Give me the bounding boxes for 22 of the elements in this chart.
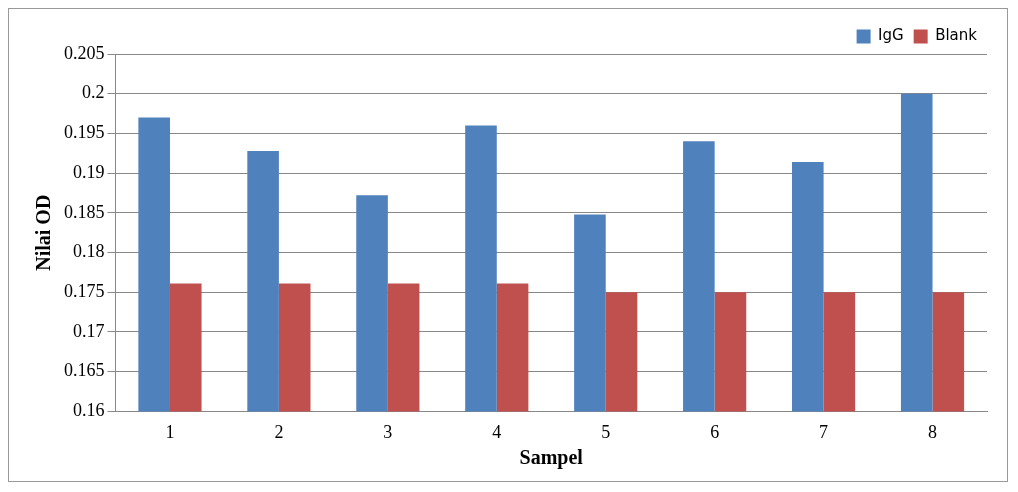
y-axis-title: Nilai OD [32,194,55,271]
x-tick-label: 2 [274,421,284,442]
y-tick-label: 0.18 [73,241,105,262]
x-tick-label: 1 [165,421,175,442]
x-axis-title: Sampel [519,446,584,470]
x-tick-label: 3 [383,421,393,442]
x-tick-label: 5 [601,421,611,442]
y-tick-label: 0.16 [73,400,105,421]
legend-label: IgG [878,26,904,45]
y-tick-label: 0.175 [64,281,105,301]
y-tick-label: 0.19 [73,161,105,182]
x-tick-label: 8 [928,421,938,442]
x-tick-label: 4 [492,421,502,442]
x-tick-label: 7 [819,421,829,442]
y-tick-label: 0.165 [64,360,105,381]
y-tick-label: 0.205 [64,42,105,63]
legend-label: Blank [935,26,978,45]
x-tick-label: 6 [710,421,720,442]
y-tick-label: 0.195 [64,122,105,143]
y-tick-label: 0.185 [64,201,105,222]
y-tick-label: 0.2 [82,82,105,103]
y-tick-label: 0.17 [73,320,105,341]
